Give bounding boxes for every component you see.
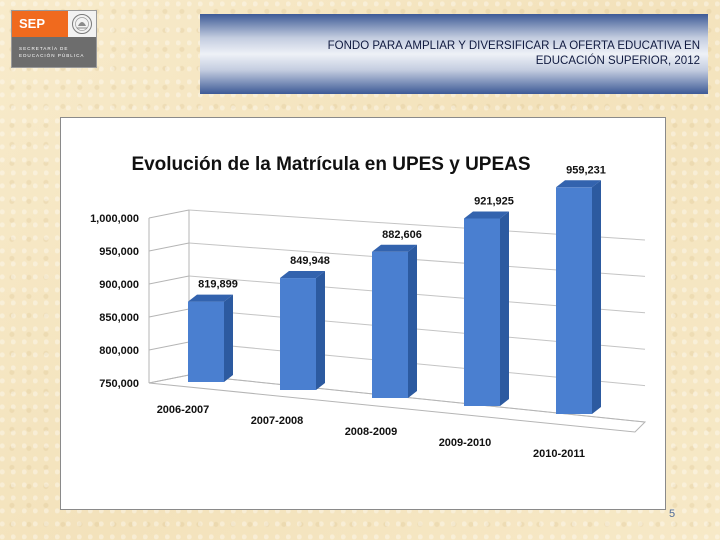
bar-top <box>280 271 325 279</box>
bar-top <box>556 180 601 188</box>
x-tick-label: 2008-2009 <box>345 426 398 438</box>
header-banner: FONDO PARA AMPLIAR Y DIVERSIFICAR LA OFE… <box>200 14 708 94</box>
mexico-seal-icon <box>68 11 96 37</box>
data-label: 959,231 <box>566 164 606 176</box>
bar-side <box>408 244 417 398</box>
header-title-line-1: FONDO PARA AMPLIAR Y DIVERSIFICAR LA OFE… <box>327 40 700 52</box>
data-label: 921,925 <box>474 195 514 207</box>
bar-side <box>592 180 601 414</box>
y-tick-label: 850,000 <box>99 312 139 324</box>
sep-logo-caption: SECRETARÍA DE EDUCACIÓN PÚBLICA <box>12 37 96 67</box>
sep-brand: SEP <box>12 11 68 37</box>
bar-top <box>464 211 509 219</box>
bar <box>280 278 316 390</box>
bar <box>372 251 408 398</box>
chart-floor <box>148 374 647 433</box>
sep-logo: SEP SECRETARÍA DE EDUCACIÓN PÚBLICA <box>11 10 97 68</box>
y-tick-label: 800,000 <box>99 345 139 357</box>
chart-title: Evolución de la Matrícula en UPES y UPEA… <box>131 154 530 175</box>
logo-line-1: SECRETARÍA DE <box>19 46 69 51</box>
bar-top <box>188 294 233 302</box>
logo-line-2: EDUCACIÓN PÚBLICA <box>19 53 85 58</box>
data-label: 849,948 <box>290 255 330 267</box>
y-tick-label: 1,000,000 <box>90 213 139 225</box>
header-title-line-2: EDUCACIÓN SUPERIOR, 2012 <box>535 55 700 67</box>
bar-side <box>500 211 509 406</box>
chart-frame: Evolución de la Matrícula en UPES y UPEA… <box>60 117 666 510</box>
y-tick-label: 900,000 <box>99 279 139 291</box>
x-tick-label: 2007-2008 <box>251 415 304 427</box>
grid-wall-line <box>148 341 190 351</box>
grid-wall-line <box>148 308 190 318</box>
y-tick-label: 950,000 <box>99 246 139 258</box>
grid-wall-line <box>148 275 190 285</box>
page-number: 5 <box>669 508 676 520</box>
bar-side <box>316 271 325 390</box>
data-label: 882,606 <box>382 229 422 241</box>
x-tick-label: 2009-2010 <box>439 437 492 449</box>
enrollment-chart: Evolución de la Matrícula en UPES y UPEA… <box>90 154 647 460</box>
data-label: 819,899 <box>198 279 238 291</box>
bar <box>464 218 500 406</box>
grid-wall-line <box>148 209 190 219</box>
bar <box>188 301 224 382</box>
bar-top <box>372 244 417 252</box>
bar-side <box>224 294 233 382</box>
bar <box>556 187 592 414</box>
x-tick-label: 2006-2007 <box>157 404 210 416</box>
header-title: FONDO PARA AMPLIAR Y DIVERSIFICAR LA OFE… <box>220 39 700 69</box>
x-tick-label: 2010-2011 <box>533 448 585 460</box>
y-tick-label: 750,000 <box>99 378 139 390</box>
grid-wall-line <box>148 242 190 252</box>
